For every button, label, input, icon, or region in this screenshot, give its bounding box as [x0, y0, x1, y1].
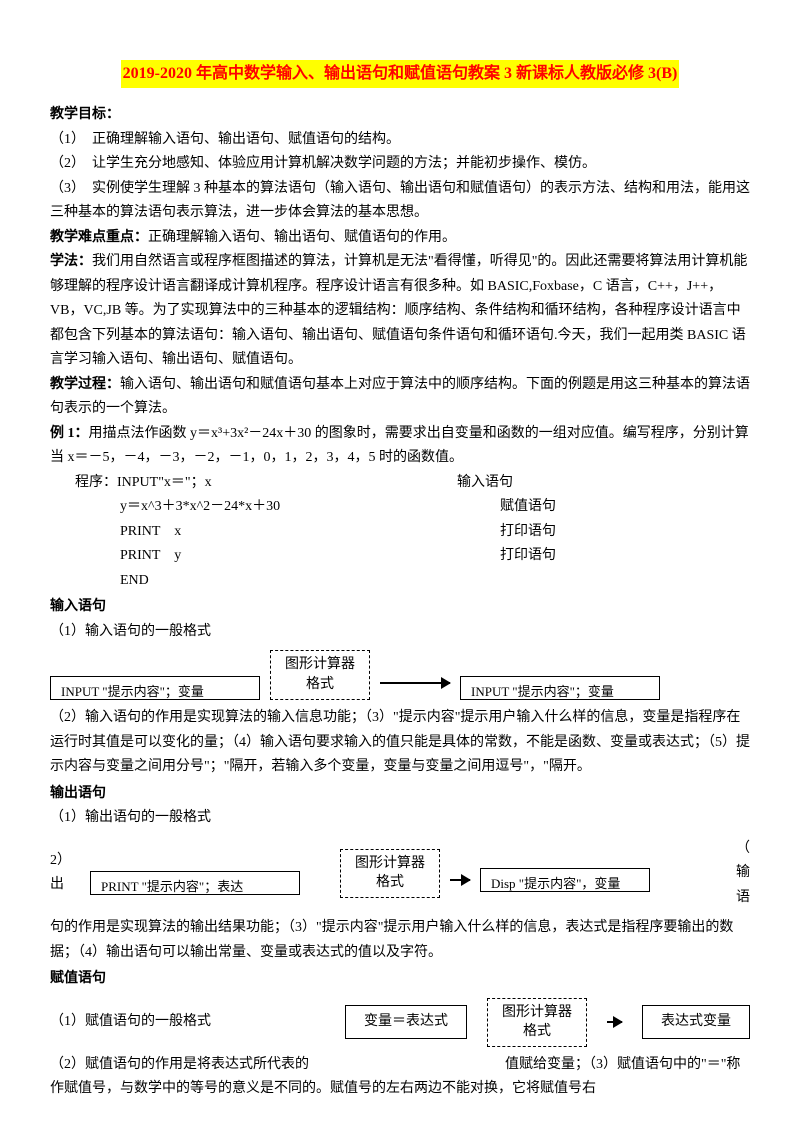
goals-label: 教学目标： [50, 107, 120, 122]
calc-format-box-1: 图形计算器 格式 [270, 650, 370, 699]
out-pre-3: 语 [736, 886, 750, 911]
out-pre-2: 输 [736, 861, 750, 886]
out-pre-1: （ [736, 837, 750, 862]
arrow-icon-2 [450, 879, 470, 881]
method-text: 我们用自然语言或程序框图描述的算法，计算机是无法"看得懂，听得见"的。因此还需要… [50, 254, 747, 367]
method-label: 学法： [50, 254, 92, 269]
out-tail-3: 出 [50, 873, 80, 898]
assign-section-title: 赋值语句 [50, 967, 750, 992]
prog-r3: 打印语句 [500, 544, 620, 569]
goals-section: 教学目标： （1） 正确理解输入语句、输出语句、赋值语句的结构。 （2） 让学生… [50, 103, 750, 226]
page-title: 2019-2020 年高中数学输入、输出语句和赋值语句教案 3 新课标人教版必修… [50, 60, 750, 88]
prog-l2: PRINT x [120, 520, 500, 545]
input-box-left: INPUT "提示内容"；变量 [50, 676, 260, 700]
method-section: 学法：我们用自然语言或程序框图描述的算法，计算机是无法"看得懂，听得见"的。因此… [50, 250, 750, 373]
program-block: 程序：INPUT"x＝"；x输入语句 y＝x^3＋3*x^2－24*x＋30赋值… [50, 471, 750, 594]
goal-3: （3） 实例使学生理解 3 种基本的算法语句（输入语句、输出语句和赋值语句）的表… [50, 177, 750, 226]
title-highlight: 2019-2020 年高中数学输入、输出语句和赋值语句教案 3 新课标人教版必修… [121, 60, 680, 88]
output-item-2: 句的作用是实现算法的输出结果功能；（3）"提示内容"提示用户输入什么样的信息，表… [50, 916, 750, 965]
arrow-icon-3 [607, 1021, 622, 1023]
goal-1: （1） 正确理解输入语句、输出语句、赋值语句的结构。 [50, 128, 750, 153]
assign-diagram: 变量＝表达式 图形计算器 格式 表达式变量 [345, 998, 750, 1047]
prog-r1: 赋值语句 [500, 495, 620, 520]
prog-l0: INPUT"x＝"；x [117, 471, 457, 496]
assign-row-1: （1）赋值语句的一般格式 变量＝表达式 图形计算器 格式 表达式变量 [50, 992, 750, 1053]
difficult-section: 教学难点重点：正确理解输入语句、输出语句、赋值语句的作用。 [50, 226, 750, 251]
input-box-right: INPUT "提示内容"；变量 [460, 676, 660, 700]
process-section: 教学过程：输入语句、输出语句和赋值语句基本上对应于算法中的顺序结构。下面的例题是… [50, 373, 750, 422]
input-section-title: 输入语句 [50, 595, 750, 620]
prog-l3: PRINT y [120, 544, 500, 569]
disp-box: Disp "提示内容"，变量 [480, 868, 650, 892]
prog-r0: 输入语句 [457, 471, 577, 496]
goal-2: （2） 让学生充分地感知、体验应用计算机解决数学问题的方法；并能初步操作、模仿。 [50, 152, 750, 177]
assign-box-left: 变量＝表达式 [345, 1005, 467, 1040]
example-label: 例 1： [50, 426, 89, 441]
prog-l1: y＝x^3＋3*x^2－24*x＋30 [120, 495, 500, 520]
process-label: 教学过程： [50, 377, 120, 392]
assign-box-right: 表达式变量 [642, 1005, 750, 1040]
calc-format-box-3: 图形计算器 格式 [487, 998, 587, 1047]
process-text: 输入语句、输出语句和赋值语句基本上对应于算法中的顺序结构。下面的例题是用这三种基… [50, 377, 750, 417]
assign-item-1: （1）赋值语句的一般格式 [50, 1010, 211, 1035]
out-tail-2: 2） [50, 849, 80, 874]
calc-format-box-2: 图形计算器 格式 [340, 849, 440, 898]
example-text: 用描点法作函数 y＝x³+3x²－24x＋30 的图象时，需要求出自变量和函数的… [50, 426, 749, 466]
print-box: PRINT "提示内容"；表达 [90, 871, 300, 895]
input-item-1: （1）输入语句的一般格式 [50, 620, 750, 645]
prog-l4: END [120, 569, 500, 594]
assign-item-2: （2）赋值语句的作用是将表达式所代表的 值赋给变量；（3）赋值语句中的"＝"称作… [50, 1053, 750, 1102]
input-item-2: （2）输入语句的作用是实现算法的输入信息功能；（3）"提示内容"提示用户输入什么… [50, 706, 750, 780]
output-diagram: 2） 出 PRINT "提示内容"；表达 图形计算器 格式 Disp "提示内容… [50, 837, 750, 911]
output-section-title: 输出语句 [50, 782, 750, 807]
difficult-text: 正确理解输入语句、输出语句、赋值语句的作用。 [148, 230, 456, 245]
input-diagram: INPUT "提示内容"；变量 图形计算器 格式 INPUT "提示内容"；变量 [50, 650, 750, 700]
arrow-icon [380, 682, 450, 684]
output-item-1: （1）输出语句的一般格式 [50, 806, 750, 831]
program-intro: 程序： [75, 471, 117, 496]
difficult-label: 教学难点重点： [50, 230, 148, 245]
example-section: 例 1：用描点法作函数 y＝x³+3x²－24x＋30 的图象时，需要求出自变量… [50, 422, 750, 471]
prog-r2: 打印语句 [500, 520, 620, 545]
